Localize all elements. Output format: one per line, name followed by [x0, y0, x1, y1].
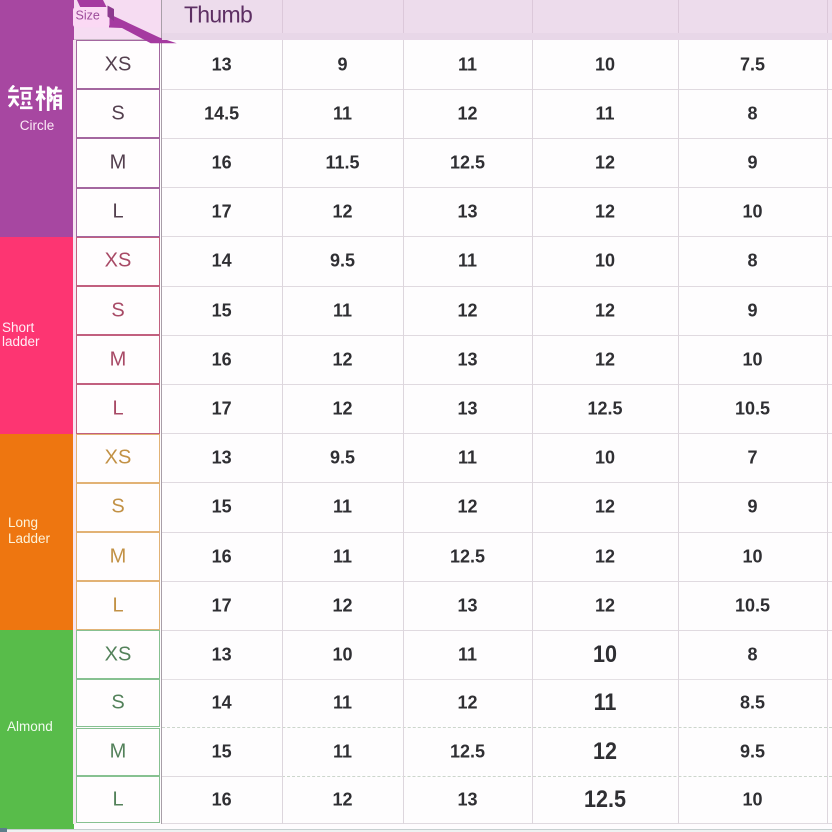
svg-text:Size: Size — [76, 9, 100, 23]
